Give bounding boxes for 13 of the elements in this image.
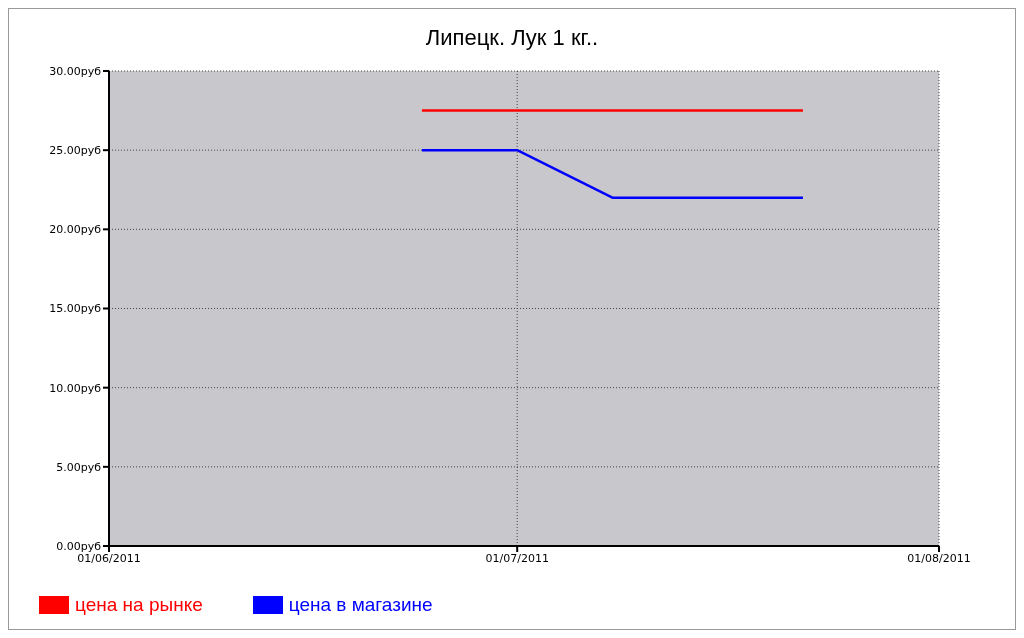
x-tick-label: 01/08/2011 [907,551,971,565]
legend-label: цена на рынке [74,594,203,616]
y-tick-label: 15.00руб [49,302,102,316]
legend-label: цена в магазине [287,594,433,616]
y-tick-label: 25.00руб [49,144,102,158]
y-tick-label: 10.00руб [49,381,102,395]
y-tick-label: 20.00руб [49,223,102,237]
y-tick-label: 5.00руб [56,460,102,474]
x-tick-label: 01/07/2011 [485,551,549,565]
y-tick-label: 30.00руб [49,64,102,78]
chart-title: Липецк. Лук 1 кг.. [424,24,600,52]
y-tick-label: 0.00руб [56,539,102,553]
x-tick-label: 01/06/2011 [77,551,141,565]
